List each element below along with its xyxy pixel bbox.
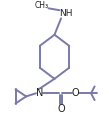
Text: O: O xyxy=(58,104,65,114)
Text: CH₃: CH₃ xyxy=(35,1,49,10)
Text: N: N xyxy=(36,88,43,98)
Text: O: O xyxy=(72,88,80,98)
Text: NH: NH xyxy=(59,9,72,18)
